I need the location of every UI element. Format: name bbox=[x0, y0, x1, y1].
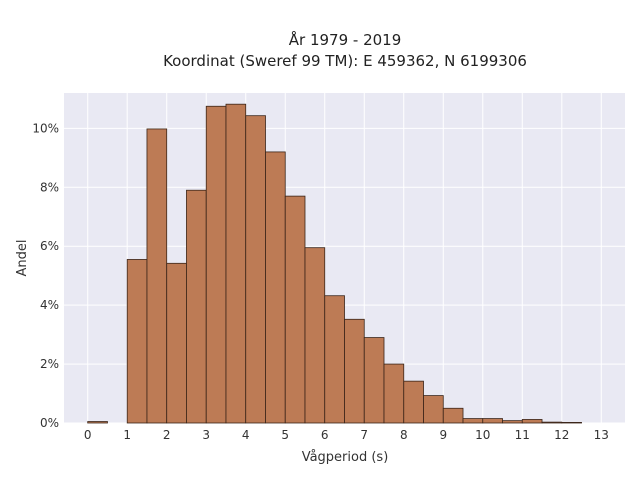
histogram-bar bbox=[561, 422, 582, 424]
x-tick-label: 4 bbox=[242, 428, 250, 442]
histogram-bar bbox=[521, 419, 543, 424]
histogram-bar bbox=[87, 421, 108, 424]
x-tick-label: 12 bbox=[554, 428, 569, 442]
histogram-bar bbox=[502, 420, 523, 424]
x-tick-label: 9 bbox=[439, 428, 447, 442]
histogram-bar bbox=[442, 407, 464, 424]
y-axis-label: Andel bbox=[15, 240, 30, 277]
x-tick-label: 6 bbox=[321, 428, 329, 442]
histogram-bar bbox=[344, 318, 365, 424]
x-tick-label: 10 bbox=[475, 428, 490, 442]
histogram-bar bbox=[383, 363, 405, 424]
histogram-bar bbox=[462, 418, 484, 424]
y-tick-label: 2% bbox=[40, 357, 59, 371]
bars bbox=[87, 103, 582, 424]
histogram-bar bbox=[146, 128, 168, 424]
x-tick-label: 1 bbox=[123, 428, 131, 442]
y-tick-label: 10% bbox=[32, 121, 59, 135]
x-tick-label: 11 bbox=[515, 428, 530, 442]
y-tick-label: 4% bbox=[40, 298, 59, 312]
x-tick-label: 7 bbox=[360, 428, 368, 442]
histogram-bar bbox=[403, 380, 424, 424]
histogram-bar bbox=[126, 259, 148, 424]
histogram-bar bbox=[304, 247, 326, 424]
y-tick-label: 6% bbox=[40, 239, 59, 253]
histogram-bar bbox=[205, 105, 227, 424]
x-axis-label: Vågperiod (s) bbox=[302, 450, 389, 465]
histogram-bar bbox=[324, 295, 345, 424]
x-tick-label: 5 bbox=[281, 428, 289, 442]
histogram-bar bbox=[186, 189, 207, 424]
x-tick-label: 3 bbox=[202, 428, 210, 442]
x-axis-ticks: 0 1 2 3 4 5 6 7 8 9 10 11 12 13 bbox=[84, 428, 609, 442]
chart-title: År 1979 - 2019 bbox=[289, 30, 402, 49]
histogram-bar bbox=[166, 262, 187, 424]
histogram-bar bbox=[265, 151, 286, 424]
y-axis-ticks: 0% 2% 4% 6% 8% 10% bbox=[32, 121, 59, 430]
histogram-bar bbox=[423, 395, 444, 424]
x-tick-label: 8 bbox=[400, 428, 408, 442]
y-tick-label: 8% bbox=[40, 180, 59, 194]
histogram-bar bbox=[541, 421, 563, 424]
histogram-bar bbox=[284, 195, 306, 424]
x-tick-label: 13 bbox=[594, 428, 609, 442]
x-tick-label: 0 bbox=[84, 428, 92, 442]
histogram-bar bbox=[245, 115, 266, 424]
chart-subtitle: Koordinat (Sweref 99 TM): E 459362, N 61… bbox=[163, 52, 527, 70]
histogram-bar bbox=[482, 418, 503, 424]
histogram-bar bbox=[225, 103, 247, 424]
x-tick-label: 2 bbox=[163, 428, 171, 442]
y-tick-label: 0% bbox=[40, 416, 59, 430]
histogram-bar bbox=[363, 337, 385, 424]
